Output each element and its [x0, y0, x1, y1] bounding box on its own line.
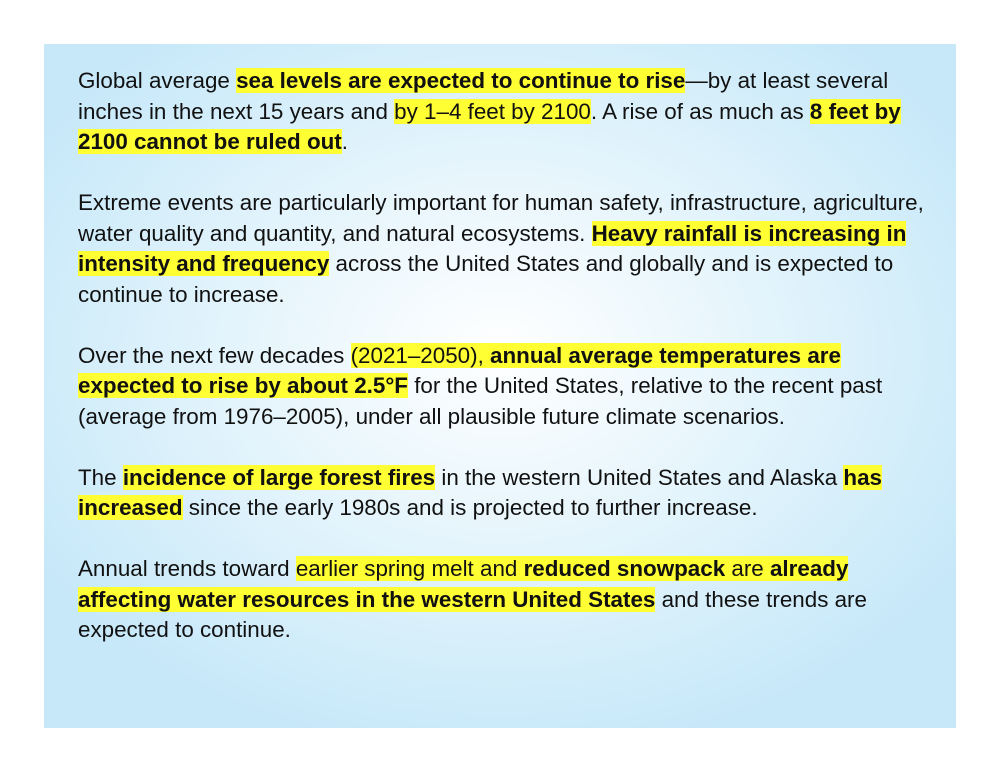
text-panel: Global average sea levels are expected t…	[44, 44, 956, 728]
highlighted-text: by 1–4 feet by 2100	[394, 98, 591, 124]
highlighted-text: sea levels are expected to continue to r…	[236, 68, 686, 93]
highlighted-text: earlier spring melt and	[295, 556, 524, 581]
text-segment: Annual trends toward	[78, 556, 296, 581]
text-segment: . A rise of as much as	[590, 98, 810, 124]
text-segment: —by at least several inches in the next …	[78, 68, 889, 124]
text-segment: and these trends are expected to continu…	[78, 586, 867, 643]
paragraph: Global average sea levels are expected t…	[78, 66, 926, 158]
text-segment: since the early 1980s and is projected t…	[182, 495, 758, 520]
paragraph: Extreme events are particularly importan…	[78, 188, 926, 310]
text-segment: Global average	[78, 68, 237, 93]
highlighted-text: reduced snowpack	[523, 556, 726, 581]
highlighted-text: incidence of large forest fires	[122, 464, 436, 490]
text-segment: Extreme events are particularly importan…	[78, 190, 924, 246]
text-segment: Over the next few decades	[78, 342, 351, 368]
paragraph: Over the next few decades (2021–2050), a…	[78, 341, 926, 433]
text-segment: for the United States, relative to the r…	[78, 373, 883, 429]
highlighted-text: are	[725, 556, 770, 581]
text-segment: in the western United States and Alaska	[435, 464, 844, 490]
paragraph: Annual trends toward earlier spring melt…	[78, 554, 926, 646]
text-segment: .	[341, 129, 349, 154]
paragraph: The incidence of large forest fires in t…	[78, 463, 926, 524]
text-segment: across the United States and globally an…	[78, 251, 894, 307]
text-segment: The	[78, 464, 123, 490]
highlighted-text: (2021–2050),	[350, 342, 491, 368]
